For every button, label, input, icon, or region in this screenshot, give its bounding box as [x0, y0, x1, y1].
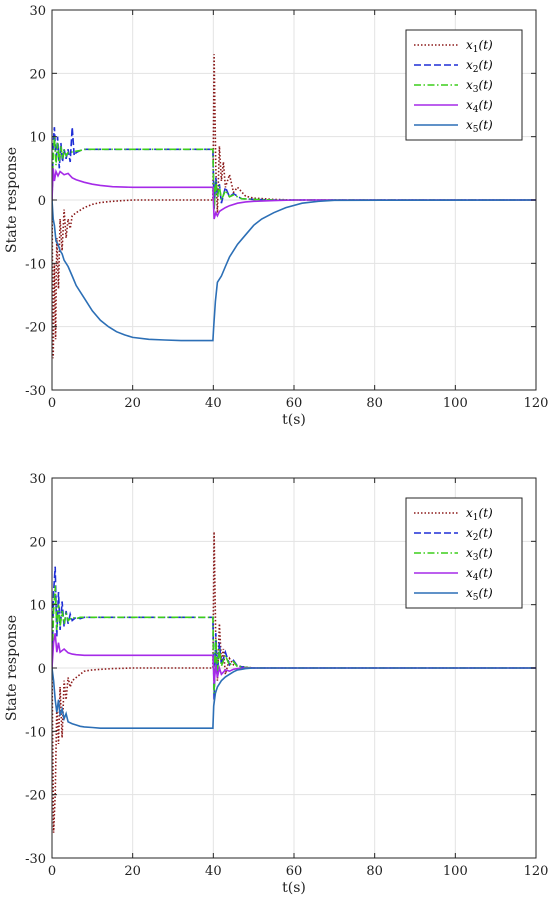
- y-tick-label: 0: [38, 194, 46, 209]
- legend-label-x5: x5(t): [466, 586, 493, 603]
- x-tick-label: 40: [205, 864, 222, 879]
- legend: x1(t) x2(t) x3(t) x4(t) x5(t): [405, 497, 523, 609]
- legend-label-x1: x1(t): [466, 38, 493, 55]
- x-tick-label: 40: [205, 396, 222, 411]
- chart-1: 0 20 40 60 80 100 120 -30 -20 -10 0 10 20 30 t(s) State…: [4, 4, 548, 428]
- x-tick-label: 20: [124, 396, 141, 411]
- legend-label-x3: x3(t): [466, 546, 493, 563]
- series-line-x4: [52, 633, 536, 684]
- legend-box: [405, 29, 523, 141]
- legend-label-x2: x2(t): [466, 526, 493, 543]
- x-axis-label: t(s): [282, 412, 306, 428]
- y-tick-label: -10: [25, 257, 46, 272]
- x-tick-label: 0: [48, 396, 56, 411]
- x-axis-label: t(s): [282, 880, 306, 896]
- y-tick-label: 30: [29, 4, 46, 19]
- y-tick-label: -30: [25, 852, 46, 867]
- series-line-x1: [52, 54, 536, 359]
- y-tick-label: 20: [29, 535, 46, 550]
- y-tick-label: -30: [25, 384, 46, 399]
- x-tick-label: 100: [443, 396, 468, 411]
- series-line-x4: [52, 168, 536, 220]
- y-axis-label: State response: [4, 147, 20, 253]
- x-tick-label: 100: [443, 864, 468, 879]
- y-axis-label: State response: [4, 615, 20, 721]
- x-tick-label: 0: [48, 864, 56, 879]
- legend-label-x2: x2(t): [466, 58, 493, 75]
- chart-2: 0 20 40 60 80 100 120 -30 -20 -10 0 10 20 30 t(s) State…: [4, 472, 548, 896]
- legend: x1(t) x2(t) x3(t) x4(t) x5(t): [405, 29, 523, 141]
- series-line-x5: [52, 199, 536, 342]
- series-line-x3: [52, 136, 536, 210]
- x-tick-label: 80: [366, 396, 383, 411]
- y-tick-label: -20: [25, 321, 46, 336]
- y-tick-label: -20: [25, 789, 46, 804]
- y-tick-label: 10: [29, 131, 46, 146]
- legend-label-x4: x4(t): [466, 98, 493, 115]
- y-tick-label: 0: [38, 662, 46, 677]
- x-tick-label: 60: [286, 396, 303, 411]
- y-tick-label: 30: [29, 472, 46, 487]
- x-tick-label: 20: [124, 864, 141, 879]
- series-line-x3: [52, 585, 536, 694]
- x-tick-label: 80: [366, 864, 383, 879]
- legend-label-x5: x5(t): [466, 118, 493, 135]
- y-tick-label: -10: [25, 725, 46, 740]
- legend-box: [405, 497, 523, 609]
- x-tick-label: 120: [524, 396, 549, 411]
- legend-label-x1: x1(t): [466, 506, 493, 523]
- legend-label-x4: x4(t): [466, 566, 493, 583]
- x-tick-label: 120: [524, 864, 549, 879]
- series-line-x5: [52, 667, 536, 730]
- series-line-x2: [52, 127, 536, 210]
- x-tick-label: 60: [286, 864, 303, 879]
- y-tick-label: 10: [29, 599, 46, 614]
- legend-label-x3: x3(t): [466, 78, 493, 95]
- y-tick-label: 20: [29, 67, 46, 82]
